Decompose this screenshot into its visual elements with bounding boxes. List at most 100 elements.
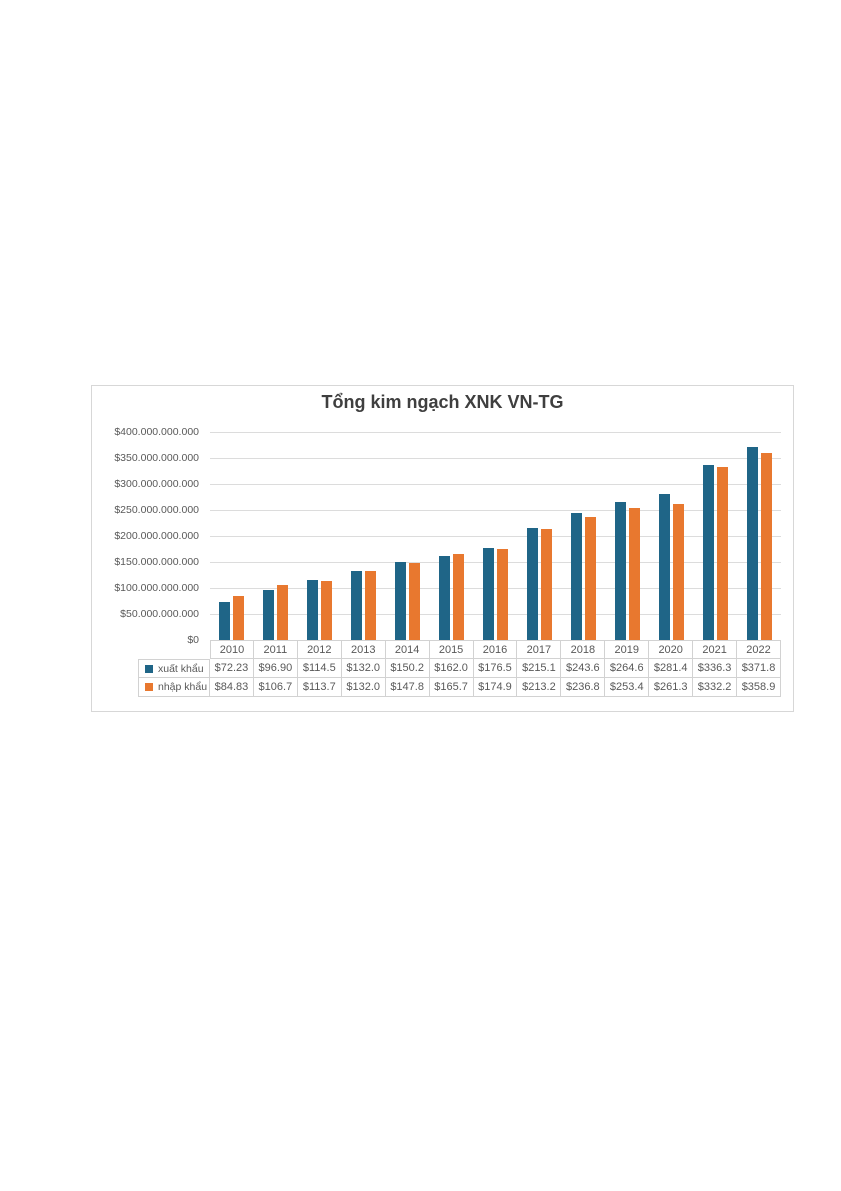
value-cell: $371.8 [737,659,781,678]
bar-nhap-khau-2013 [365,571,377,640]
bar-nhap-khau-2022 [760,453,772,640]
bar-group-2016 [474,432,518,640]
gridline [210,614,781,615]
plot-area: $0 $50.000.000.000 $100.000.000.000 $150.00… [92,386,793,711]
bar-group-2022 [737,432,781,640]
value-cell: $96.90 [253,659,298,678]
bar-nhap-khau-2021 [716,467,728,640]
value-cell: $132.0 [341,659,386,678]
value-cell: $84.83 [210,678,254,697]
gridline [210,432,781,433]
bar-group-2015 [430,432,474,640]
bar-xuat-khau-2022 [746,447,758,640]
bar-nhap-khau-2017 [540,529,552,640]
bar-nhap-khau-2018 [584,517,596,640]
bar-xuat-khau-2020 [658,494,670,640]
value-cell: $264.6 [605,659,650,678]
value-cell: $113.7 [297,678,342,697]
bar-group-2013 [342,432,386,640]
year-header-cell: 2021 [693,640,738,659]
bar-xuat-khau-2010 [219,602,231,640]
bar-xuat-khau-2017 [526,528,538,640]
y-axis-tick-label: $250.000.000.000 [114,504,199,516]
chart-card[interactable]: Tổng kim ngạch XNK VN-TG $0 $50.000.000.0… [91,385,794,712]
gridline [210,536,781,537]
value-cell: $114.5 [297,659,342,678]
bar-group-2018 [561,432,605,640]
bar-xuat-khau-2018 [570,513,582,640]
series-legend-cell: nhập khẩu [138,678,210,697]
value-cell: $213.2 [517,678,562,697]
value-cell: $358.9 [737,678,781,697]
bar-group-2020 [649,432,693,640]
value-cell: $253.4 [605,678,650,697]
bar-nhap-khau-2016 [496,549,508,640]
chart-title: Tổng kim ngạch XNK VN-TG [321,392,564,412]
value-cell: $243.6 [561,659,606,678]
year-header-cell: 2012 [297,640,342,659]
y-axis-tick-label: $200.000.000.000 [114,530,199,542]
value-cell: $106.7 [253,678,298,697]
bar-xuat-khau-2021 [702,465,714,640]
bar-nhap-khau-2014 [409,563,421,640]
year-header-cell: 2018 [561,640,606,659]
bars-layer [210,432,781,640]
year-header-cell: 2020 [649,640,694,659]
value-cell: $332.2 [693,678,738,697]
year-header-cell: 2017 [517,640,562,659]
bar-group-2021 [693,432,737,640]
bar-xuat-khau-2016 [482,548,494,640]
value-cell: $150.2 [385,659,430,678]
y-axis-tick-label: $50.000.000.000 [120,608,199,620]
bar-nhap-khau-2015 [453,554,465,640]
value-cell: $281.4 [649,659,694,678]
y-axis-tick-label: $350.000.000.000 [114,452,199,464]
y-axis-tick-label: $100.000.000.000 [114,582,199,594]
bar-xuat-khau-2013 [351,571,363,640]
year-header-cell: 2016 [473,640,518,659]
bar-xuat-khau-2019 [614,502,626,640]
y-axis-tick-label: $150.000.000.000 [114,556,199,568]
value-cell: $147.8 [385,678,430,697]
bar-nhap-khau-2011 [277,585,289,640]
gridline [210,484,781,485]
bar-nhap-khau-2010 [233,596,245,640]
year-header-cell: 2014 [385,640,430,659]
y-axis-tick-label: $300.000.000.000 [114,478,199,490]
value-cell: $72.23 [210,659,254,678]
bar-xuat-khau-2011 [263,590,275,640]
gridline [210,562,781,563]
bar-group-2017 [517,432,561,640]
y-axis-tick-label: $400.000.000.000 [114,426,199,438]
value-cell: $165.7 [429,678,474,697]
value-cell: $132.0 [341,678,386,697]
year-header-cell: 2013 [341,640,386,659]
data-table: 2010 2011 2012 2013 2014 2015 2016 2017 2018 2019… [138,640,781,697]
legend-swatch-icon [145,664,153,673]
bar-xuat-khau-2012 [307,580,319,640]
year-header-cell: 2011 [253,640,298,659]
gridline [210,510,781,511]
bar-nhap-khau-2020 [672,504,684,640]
value-cell: $176.5 [473,659,518,678]
value-cell: $162.0 [429,659,474,678]
legend-swatch-icon [145,683,153,691]
gridline [210,588,781,589]
bar-group-2014 [386,432,430,640]
value-cell: $174.9 [473,678,518,697]
bar-nhap-khau-2019 [628,508,640,640]
series-name-label: nhập khẩu [158,681,208,693]
bar-group-2012 [298,432,342,640]
value-cell: $261.3 [649,678,694,697]
bar-xuat-khau-2014 [395,562,407,640]
year-header-cell: 2022 [737,640,781,659]
year-header-cell: 2010 [210,640,254,659]
bar-xuat-khau-2015 [439,556,451,640]
series-name-label: xuất khẩu [158,662,204,675]
bar-group-2019 [605,432,649,640]
year-header-cell: 2015 [429,640,474,659]
table-corner-cell [138,640,210,659]
value-cell: $336.3 [693,659,738,678]
bar-nhap-khau-2012 [321,581,333,640]
value-cell: $215.1 [517,659,562,678]
